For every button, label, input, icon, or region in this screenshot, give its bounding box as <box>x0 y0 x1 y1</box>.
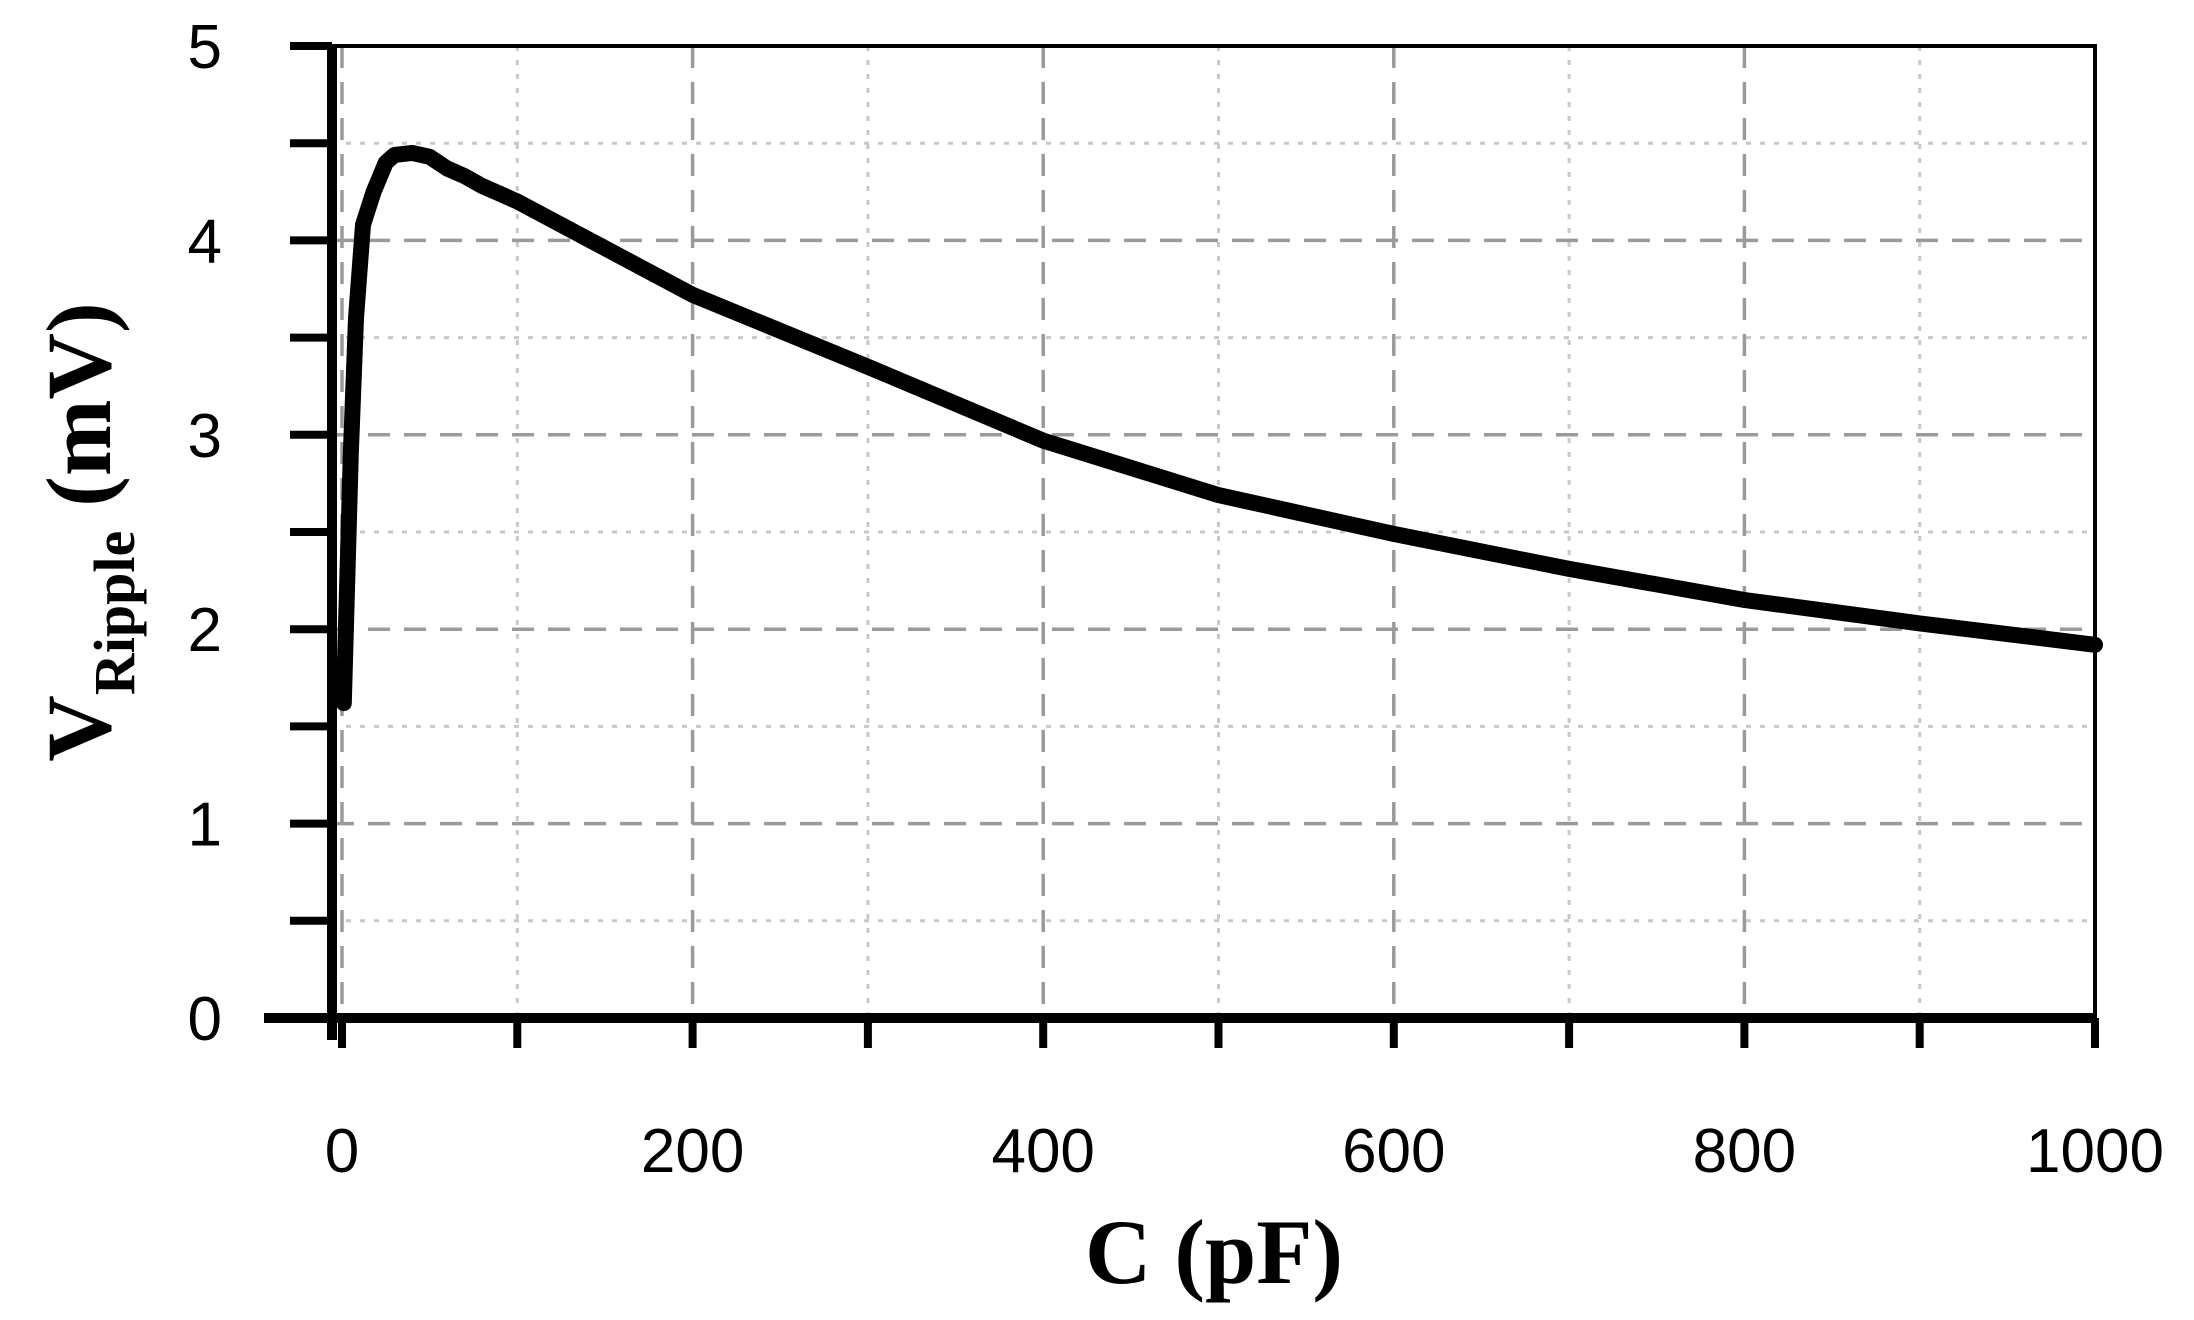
y-tick-label: 5 <box>188 13 222 82</box>
axes <box>264 42 2099 1048</box>
y-axis-title-subscript: Ripple <box>82 531 147 695</box>
tick-labels: 0 200 400 600 800 1000 0 1 2 3 4 5 <box>188 13 2164 1186</box>
x-tick-label: 200 <box>641 1117 744 1186</box>
x-tick-label: 400 <box>991 1117 1094 1186</box>
y-axis-title-main: V <box>28 695 130 761</box>
y-tick-label: 0 <box>188 985 222 1054</box>
y-axis-title-unit: (mV) <box>28 302 130 506</box>
x-tick-label: 600 <box>1342 1117 1445 1186</box>
y-axis-title: VRipple (mV) <box>28 302 147 761</box>
x-tick-label: 0 <box>325 1117 359 1186</box>
y-tick-label: 4 <box>188 207 222 276</box>
svg-text:VRipple(mV): VRipple (mV) <box>28 302 147 761</box>
y-tick-label: 3 <box>188 402 222 471</box>
grid <box>332 44 2097 1020</box>
y-tick-label: 2 <box>188 596 222 665</box>
x-tick-label: 800 <box>1693 1117 1796 1186</box>
series-layer <box>335 144 2103 712</box>
x-tick-label: 1000 <box>2026 1117 2164 1186</box>
x-axis-title: C (pF) <box>1085 1201 1343 1303</box>
series-line <box>335 144 2103 712</box>
y-tick-label: 1 <box>188 791 222 860</box>
